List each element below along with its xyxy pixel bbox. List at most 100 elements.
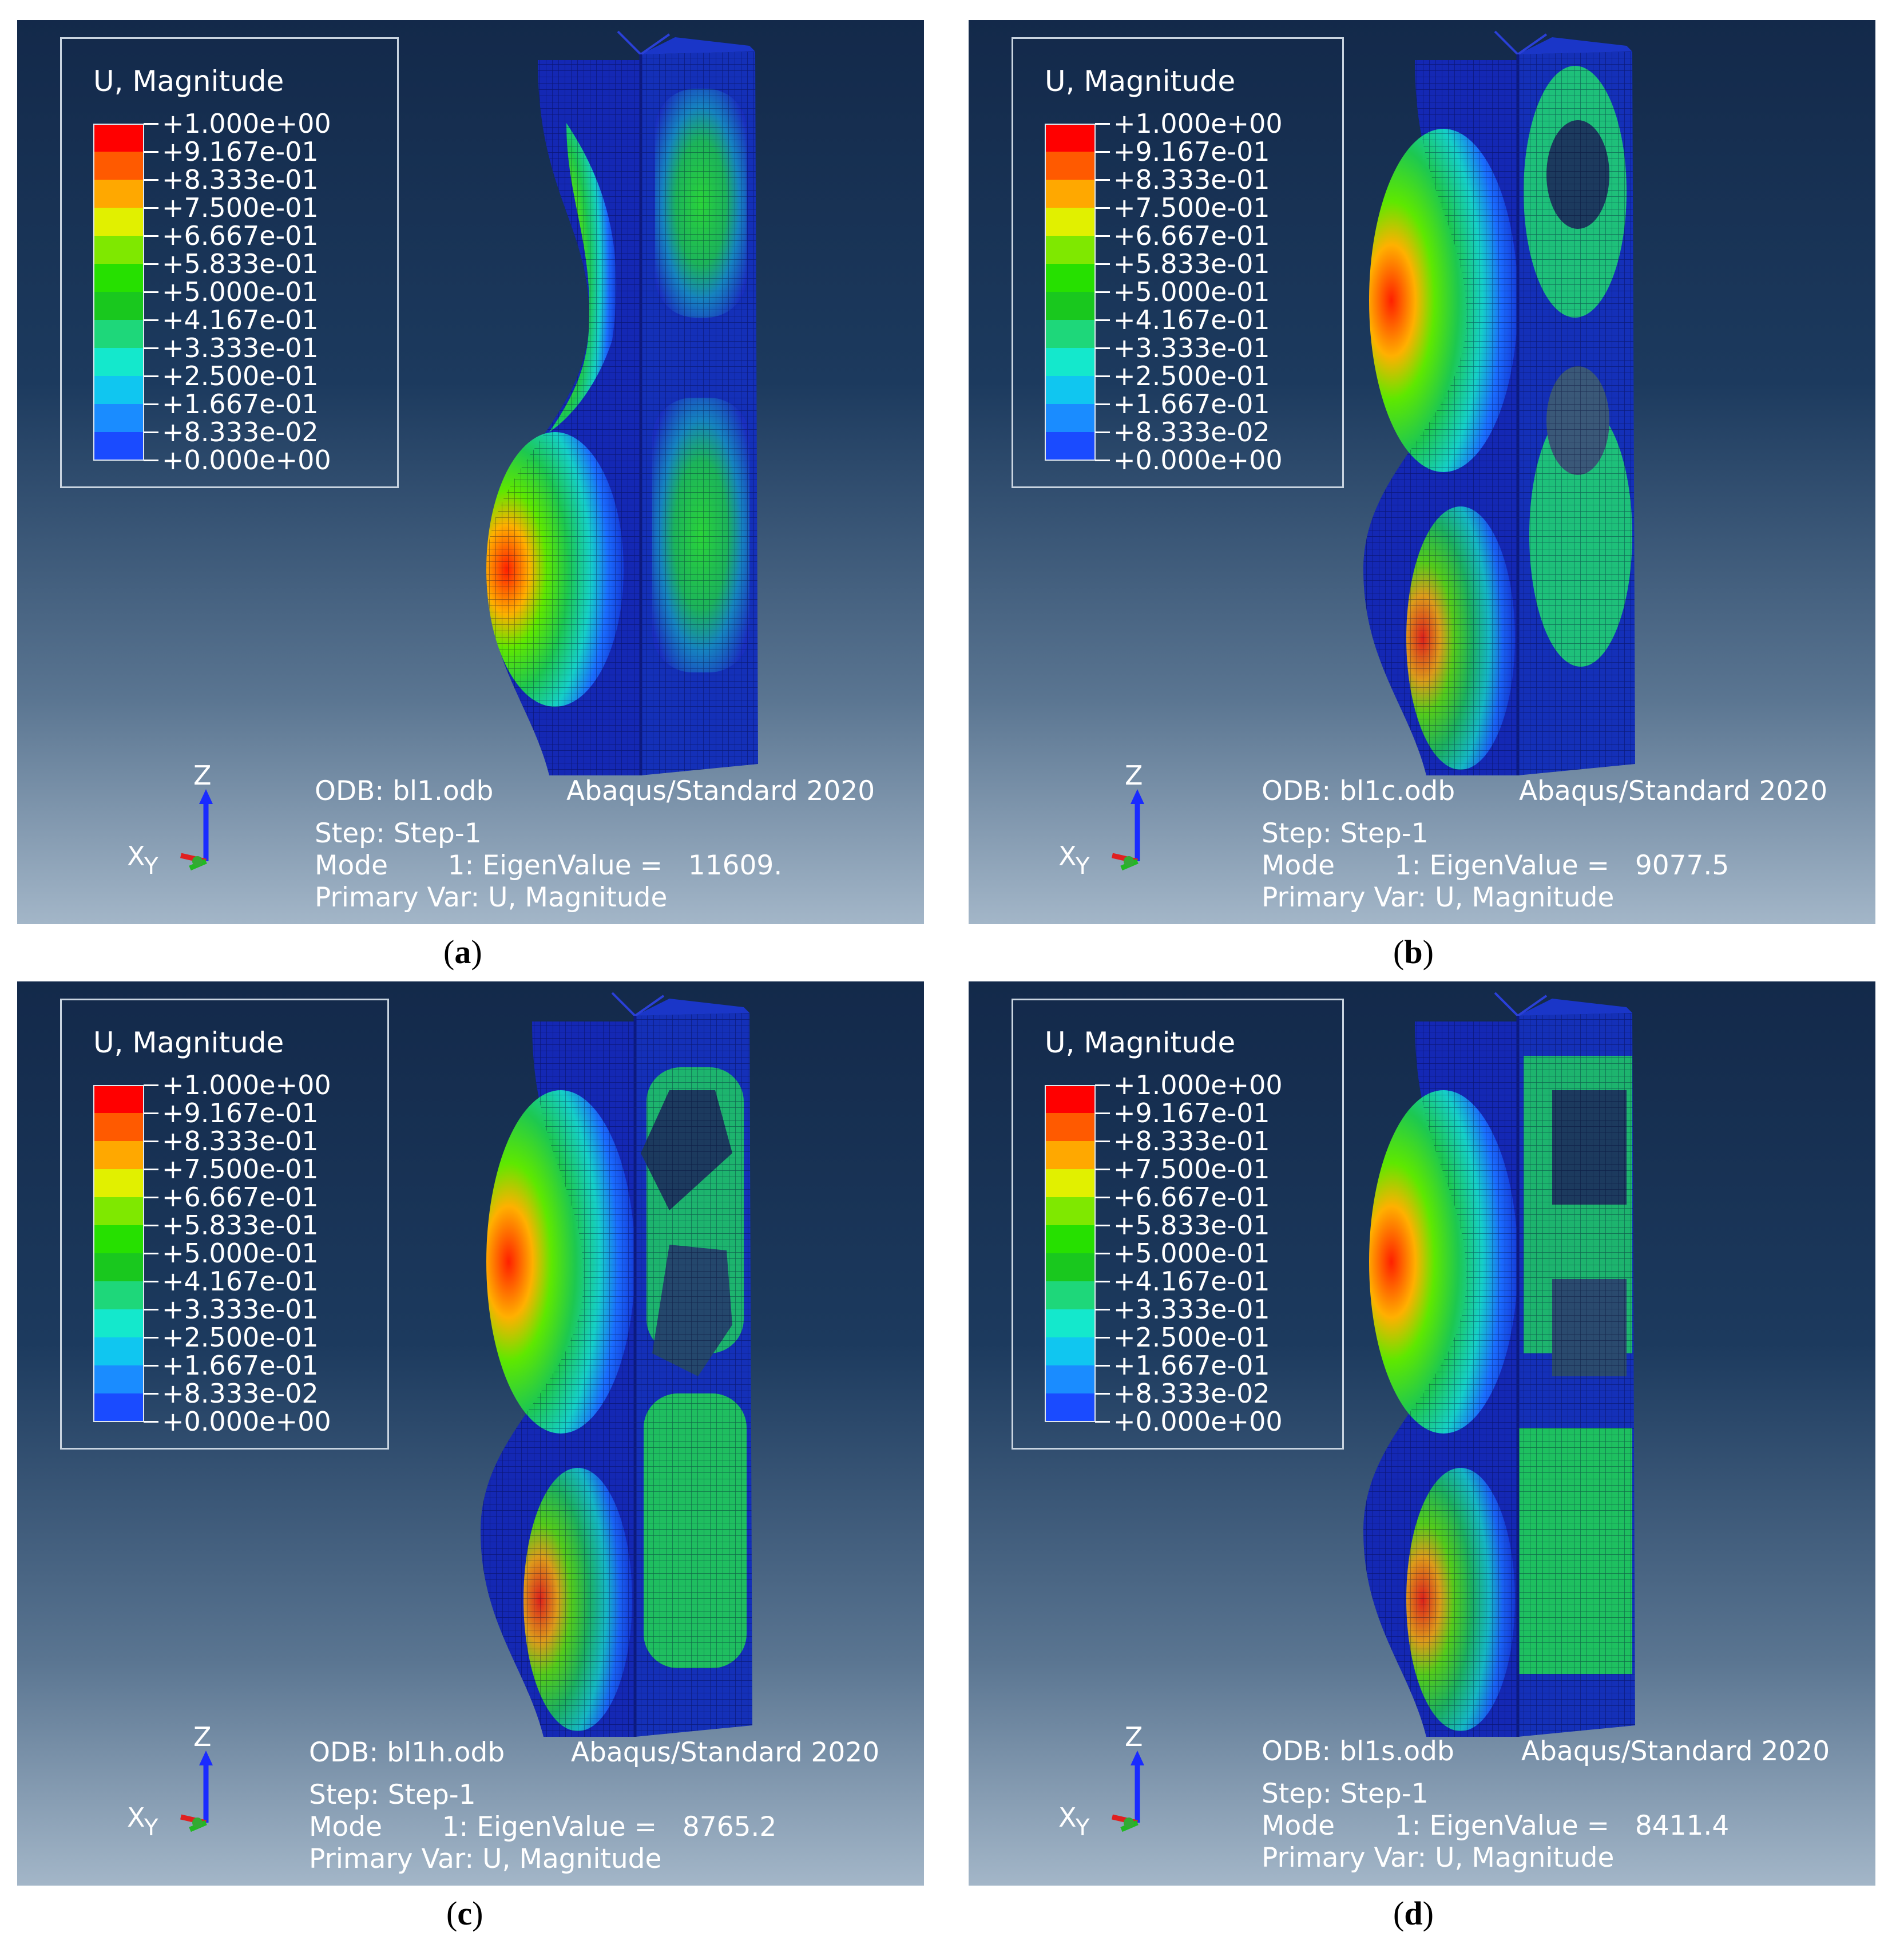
viewport-panel-c: U, Magnitude +1.000e+00 +9.167e-01 +8.333e… xyxy=(17,981,924,1886)
legend-tick xyxy=(1095,235,1110,237)
legend-tick xyxy=(1095,431,1110,433)
legend-label: +7.500e-01 xyxy=(1113,192,1270,223)
axis-x-label: X xyxy=(1058,841,1077,872)
legend-swatch xyxy=(93,1169,144,1197)
legend-swatch xyxy=(93,1197,144,1225)
legend-swatch xyxy=(1045,404,1095,432)
legend-swatch xyxy=(1045,348,1095,376)
legend-swatch xyxy=(93,404,144,432)
legend-label: +4.167e-01 xyxy=(162,304,319,335)
axis-z-label: Z xyxy=(193,1721,212,1752)
legend-swatch xyxy=(1045,1225,1095,1253)
solver-label: Abaqus/Standard 2020 xyxy=(1519,775,1828,807)
legend-swatch xyxy=(93,124,144,152)
legend-title: U, Magnitude xyxy=(93,1026,284,1059)
legend-tick xyxy=(1095,1421,1110,1423)
caption-c: (c) xyxy=(446,1895,483,1932)
legend-label: +5.000e-01 xyxy=(162,276,319,307)
legend-label: +1.000e+00 xyxy=(1113,1070,1283,1100)
legend-label: +8.333e-01 xyxy=(162,164,319,195)
legend-label: +6.667e-01 xyxy=(1113,1182,1270,1213)
legend-label: +9.167e-01 xyxy=(1113,1098,1270,1129)
legend-swatch xyxy=(1045,264,1095,292)
legend-swatch xyxy=(1045,1365,1095,1393)
legend-label: +1.667e-01 xyxy=(162,1350,319,1381)
legend-label: +8.333e-01 xyxy=(162,1126,319,1157)
legend-label: +8.333e-02 xyxy=(1113,1378,1270,1409)
column-top-edge xyxy=(1518,999,1632,1016)
legend-tick xyxy=(1095,263,1110,265)
column-top-edge xyxy=(641,37,755,54)
axis-y-label: Y xyxy=(1075,1815,1090,1841)
legend-label: +8.333e-02 xyxy=(162,1378,319,1409)
legend-swatch xyxy=(1045,208,1095,236)
legend-title: U, Magnitude xyxy=(1045,1026,1236,1059)
legend-tick xyxy=(144,1337,158,1339)
legend-swatch xyxy=(1045,1197,1095,1225)
legend-label: +5.000e-01 xyxy=(1113,276,1270,307)
buckled-column-model xyxy=(481,992,752,1737)
legend-tick xyxy=(144,291,158,293)
legend-label: +0.000e+00 xyxy=(1113,1406,1283,1437)
legend-swatch xyxy=(93,376,144,404)
legend-tick xyxy=(144,375,158,377)
legend-swatch xyxy=(93,348,144,376)
step-label: Step: Step-1 xyxy=(1262,818,1429,849)
legend-tick xyxy=(1095,1112,1110,1114)
legend-label: +4.167e-01 xyxy=(1113,304,1270,335)
legend-tick xyxy=(1095,319,1110,321)
axis-y-label: Y xyxy=(144,853,158,880)
legend-tick xyxy=(144,235,158,237)
legend-swatch xyxy=(93,264,144,292)
legend-label: +5.833e-01 xyxy=(1113,248,1270,279)
solver-label: Abaqus/Standard 2020 xyxy=(571,1737,880,1768)
legend-tick xyxy=(1095,123,1110,125)
odb-label: ODB: bl1s.odb xyxy=(1262,1736,1454,1767)
legend-tick xyxy=(144,1169,158,1170)
legend-swatch xyxy=(93,1309,144,1337)
legend-label: +1.000e+00 xyxy=(162,108,331,139)
legend-swatch xyxy=(1045,432,1095,460)
flange-mesh xyxy=(481,1021,635,1737)
axis-triad-svg: Z XY xyxy=(127,760,213,880)
legend-tick xyxy=(144,1225,158,1226)
legend-label: +1.667e-01 xyxy=(1113,389,1270,419)
legend-swatch xyxy=(93,292,144,320)
legend-title: U, Magnitude xyxy=(93,65,284,98)
legend-tick xyxy=(144,431,158,433)
column-group xyxy=(486,30,758,775)
legend-label: +8.333e-01 xyxy=(1113,1126,1270,1157)
mode-label: Mode 1: EigenValue = 8411.4 xyxy=(1262,1810,1730,1842)
legend-label: +1.000e+00 xyxy=(162,1070,331,1100)
legend-tick xyxy=(144,403,158,405)
legend-swatch xyxy=(1045,124,1095,152)
legend-swatch xyxy=(1045,152,1095,180)
legend-swatch xyxy=(1045,1309,1095,1337)
primary-var-label: Primary Var: U, Magnitude xyxy=(315,882,668,913)
legend-tick xyxy=(1095,151,1110,153)
legend-swatch xyxy=(1045,1281,1095,1309)
color-legend: U, Magnitude +1.000e+00 +9.167e-01 +8.333e… xyxy=(1012,37,1344,488)
legend-swatch xyxy=(93,1365,144,1393)
legend-swatch xyxy=(93,1281,144,1309)
web-mesh xyxy=(1518,52,1635,775)
axis-triad-svg: Z XY xyxy=(1058,760,1144,880)
legend-label: +4.167e-01 xyxy=(1113,1266,1270,1297)
legend-label: +5.000e-01 xyxy=(162,1238,319,1269)
legend-label: +2.500e-01 xyxy=(162,1322,319,1353)
solver-label: Abaqus/Standard 2020 xyxy=(1521,1736,1830,1767)
odb-label: ODB: bl1h.odb xyxy=(309,1737,505,1768)
legend-tick xyxy=(1095,291,1110,293)
column-top-edge xyxy=(635,999,749,1016)
legend-tick xyxy=(144,1281,158,1282)
legend-label: +3.333e-01 xyxy=(1113,1294,1270,1325)
legend-swatch xyxy=(93,1253,144,1281)
legend-label: +9.167e-01 xyxy=(162,1098,319,1129)
legend-tick xyxy=(1095,1281,1110,1282)
legend-label: +5.000e-01 xyxy=(1113,1238,1270,1269)
axis-triad-svg: Z XY xyxy=(127,1721,213,1841)
buckled-column-model xyxy=(486,30,758,775)
legend-label: +3.333e-01 xyxy=(162,332,319,363)
legend-swatch xyxy=(93,180,144,208)
legend-tick xyxy=(1095,375,1110,377)
